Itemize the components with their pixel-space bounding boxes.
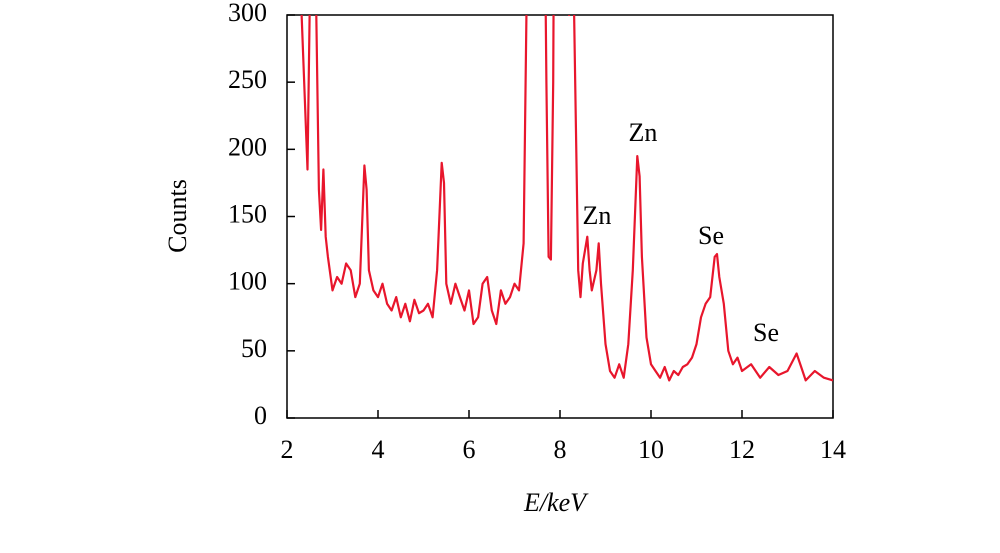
y-axis-label: Counts: [163, 179, 192, 253]
x-tick-label: 14: [820, 435, 846, 464]
x-axis-label: E/keV: [523, 488, 589, 517]
peak-annotation: Zn: [583, 201, 612, 230]
peak-annotation: Zn: [629, 118, 658, 147]
x-tick-label: 10: [638, 435, 664, 464]
x-tick-label: 2: [281, 435, 294, 464]
plot-area: [300, 15, 833, 382]
peak-annotation: Se: [753, 318, 779, 347]
x-tick-label: 4: [372, 435, 385, 464]
y-tick-label: 0: [254, 401, 267, 430]
y-tick-label: 100: [228, 267, 267, 296]
y-tick-label: 250: [228, 65, 267, 94]
peak-annotation: Se: [698, 221, 724, 250]
y-tick-label: 200: [228, 132, 267, 161]
plot-frame: [286, 14, 834, 419]
x-tick-label: 12: [729, 435, 755, 464]
y-tick-label: 300: [228, 0, 267, 27]
x-tick-label: 8: [554, 435, 567, 464]
y-tick-label: 150: [228, 199, 267, 228]
y-tick-label: 50: [241, 334, 267, 363]
x-tick-label: 6: [463, 435, 476, 464]
spectrum-line: [300, 15, 833, 382]
